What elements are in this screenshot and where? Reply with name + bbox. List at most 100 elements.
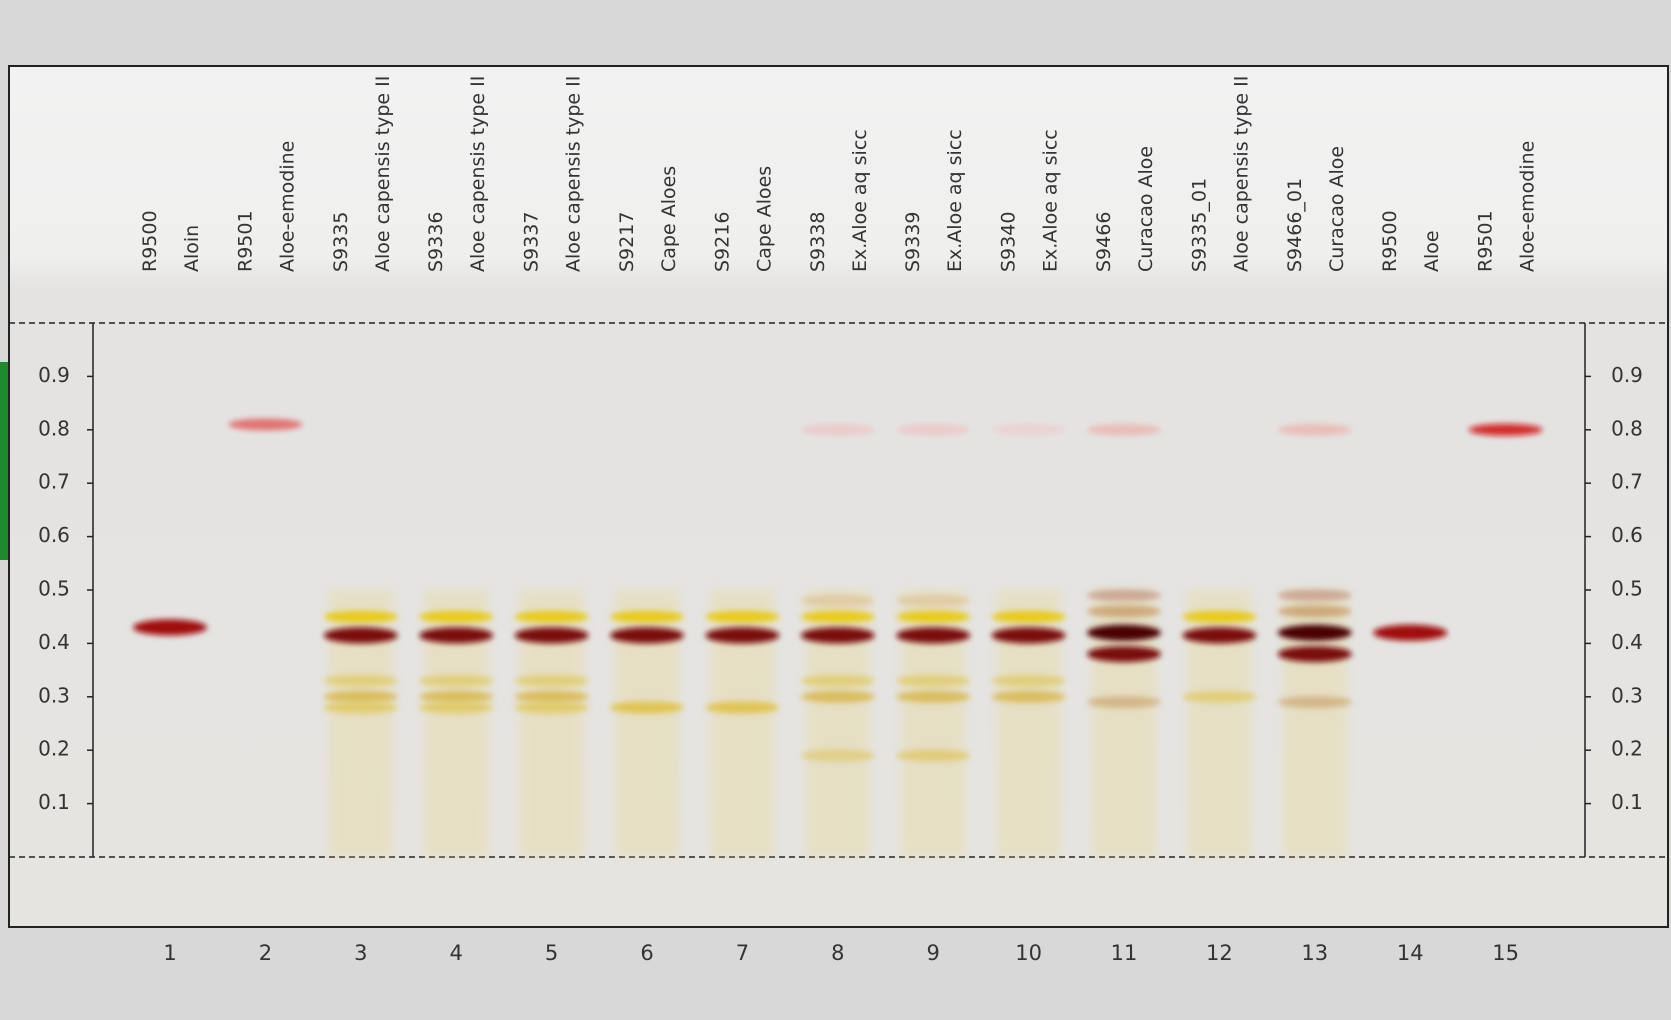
tlc-view: 0.10.10.20.20.30.30.40.40.50.50.60.60.70… — [0, 0, 1671, 1020]
band — [324, 627, 398, 643]
rf-label: 0.8 — [1611, 416, 1643, 440]
band — [515, 675, 589, 687]
sample-name: Ex.Aloe aq sicc — [849, 129, 871, 272]
rf-label: 0.9 — [38, 363, 70, 387]
lane-number: 15 — [1492, 941, 1519, 965]
sample-id: R9500 — [1379, 210, 1401, 272]
band — [896, 611, 970, 623]
band — [133, 619, 207, 635]
sample-name: Aloe-emodine — [276, 141, 298, 272]
sample-name: Curacao Aloe — [1326, 146, 1348, 272]
band — [705, 701, 779, 713]
band — [1182, 627, 1256, 643]
sample-name: Cape Aloes — [658, 166, 680, 272]
sample-name: Aloe capensis type II — [1230, 76, 1252, 272]
band — [992, 691, 1066, 703]
sample-id: S9336 — [425, 212, 447, 272]
lane-number: 10 — [1015, 941, 1042, 965]
rf-label: 0.2 — [1611, 737, 1643, 761]
band — [515, 701, 589, 713]
band — [1087, 424, 1161, 436]
band — [324, 691, 398, 703]
page: {"rf_axis":{"ticks":[0.1,0.2,0.3,0.4,0.5… — [0, 0, 1671, 1020]
lane-number: 12 — [1206, 941, 1233, 965]
band — [896, 691, 970, 703]
band — [1278, 424, 1352, 436]
band — [1087, 696, 1161, 708]
lane-number: 2 — [259, 941, 272, 965]
band — [324, 675, 398, 687]
sample-name: Ex.Aloe aq sicc — [1040, 129, 1062, 272]
sample-id: S9217 — [616, 212, 638, 272]
band — [896, 595, 970, 607]
sample-name: Aloe capensis type II — [467, 76, 489, 272]
lane-number: 14 — [1397, 941, 1424, 965]
sample-id: S9335 — [330, 212, 352, 272]
lane-number: 9 — [927, 941, 940, 965]
sample-name: Aloe-emodine — [1517, 141, 1539, 272]
band — [801, 691, 875, 703]
rf-label: 0.6 — [38, 523, 70, 547]
band — [324, 701, 398, 713]
band — [515, 627, 589, 643]
band — [1182, 611, 1256, 623]
band — [801, 750, 875, 762]
sample-name: Ex.Aloe aq sicc — [944, 129, 966, 272]
band — [1278, 605, 1352, 617]
band — [610, 611, 684, 623]
band — [1182, 691, 1256, 703]
sample-id: R9501 — [1475, 210, 1497, 272]
band — [228, 418, 302, 430]
band — [324, 611, 398, 623]
sample-id: S9339 — [902, 212, 924, 272]
band — [896, 627, 970, 643]
sample-id: R9500 — [139, 210, 161, 272]
band — [992, 627, 1066, 643]
rf-label: 0.6 — [1611, 523, 1643, 547]
rf-label: 0.5 — [38, 577, 70, 601]
lane-number: 3 — [354, 941, 367, 965]
band — [1278, 625, 1352, 641]
lane-number: 8 — [831, 941, 844, 965]
sample-name: Aloe — [1421, 230, 1443, 272]
sample-name: Curacao Aloe — [1135, 146, 1157, 272]
sample-name: Aloe capensis type II — [563, 76, 585, 272]
band — [801, 675, 875, 687]
sample-id: S9338 — [807, 212, 829, 272]
band — [419, 675, 493, 687]
sample-id: S9466 — [1093, 212, 1115, 272]
band — [419, 701, 493, 713]
band — [610, 701, 684, 713]
band — [992, 424, 1066, 436]
sample-id: S9466_01 — [1284, 178, 1306, 272]
lane-number: 5 — [545, 941, 558, 965]
band — [1278, 589, 1352, 601]
sample-name: Aloin — [181, 225, 203, 272]
band — [1278, 646, 1352, 662]
band — [801, 595, 875, 607]
band — [896, 750, 970, 762]
band — [705, 611, 779, 623]
band — [992, 611, 1066, 623]
band — [896, 675, 970, 687]
band — [801, 424, 875, 436]
rf-label: 0.2 — [38, 737, 70, 761]
sample-id: S9335_01 — [1188, 178, 1210, 272]
band — [801, 627, 875, 643]
lane-number: 13 — [1301, 941, 1328, 965]
rf-label: 0.4 — [38, 630, 70, 654]
band — [801, 611, 875, 623]
rf-label: 0.5 — [1611, 577, 1643, 601]
band — [515, 691, 589, 703]
rf-label: 0.9 — [1611, 363, 1643, 387]
band — [1373, 625, 1447, 641]
band — [1087, 646, 1161, 662]
lane-number: 11 — [1111, 941, 1138, 965]
band — [419, 691, 493, 703]
band — [515, 611, 589, 623]
rf-label: 0.1 — [1611, 790, 1643, 814]
sample-name: Cape Aloes — [753, 166, 775, 272]
lane-number: 1 — [163, 941, 176, 965]
rf-label: 0.3 — [1611, 683, 1643, 707]
rf-label: 0.4 — [1611, 630, 1643, 654]
